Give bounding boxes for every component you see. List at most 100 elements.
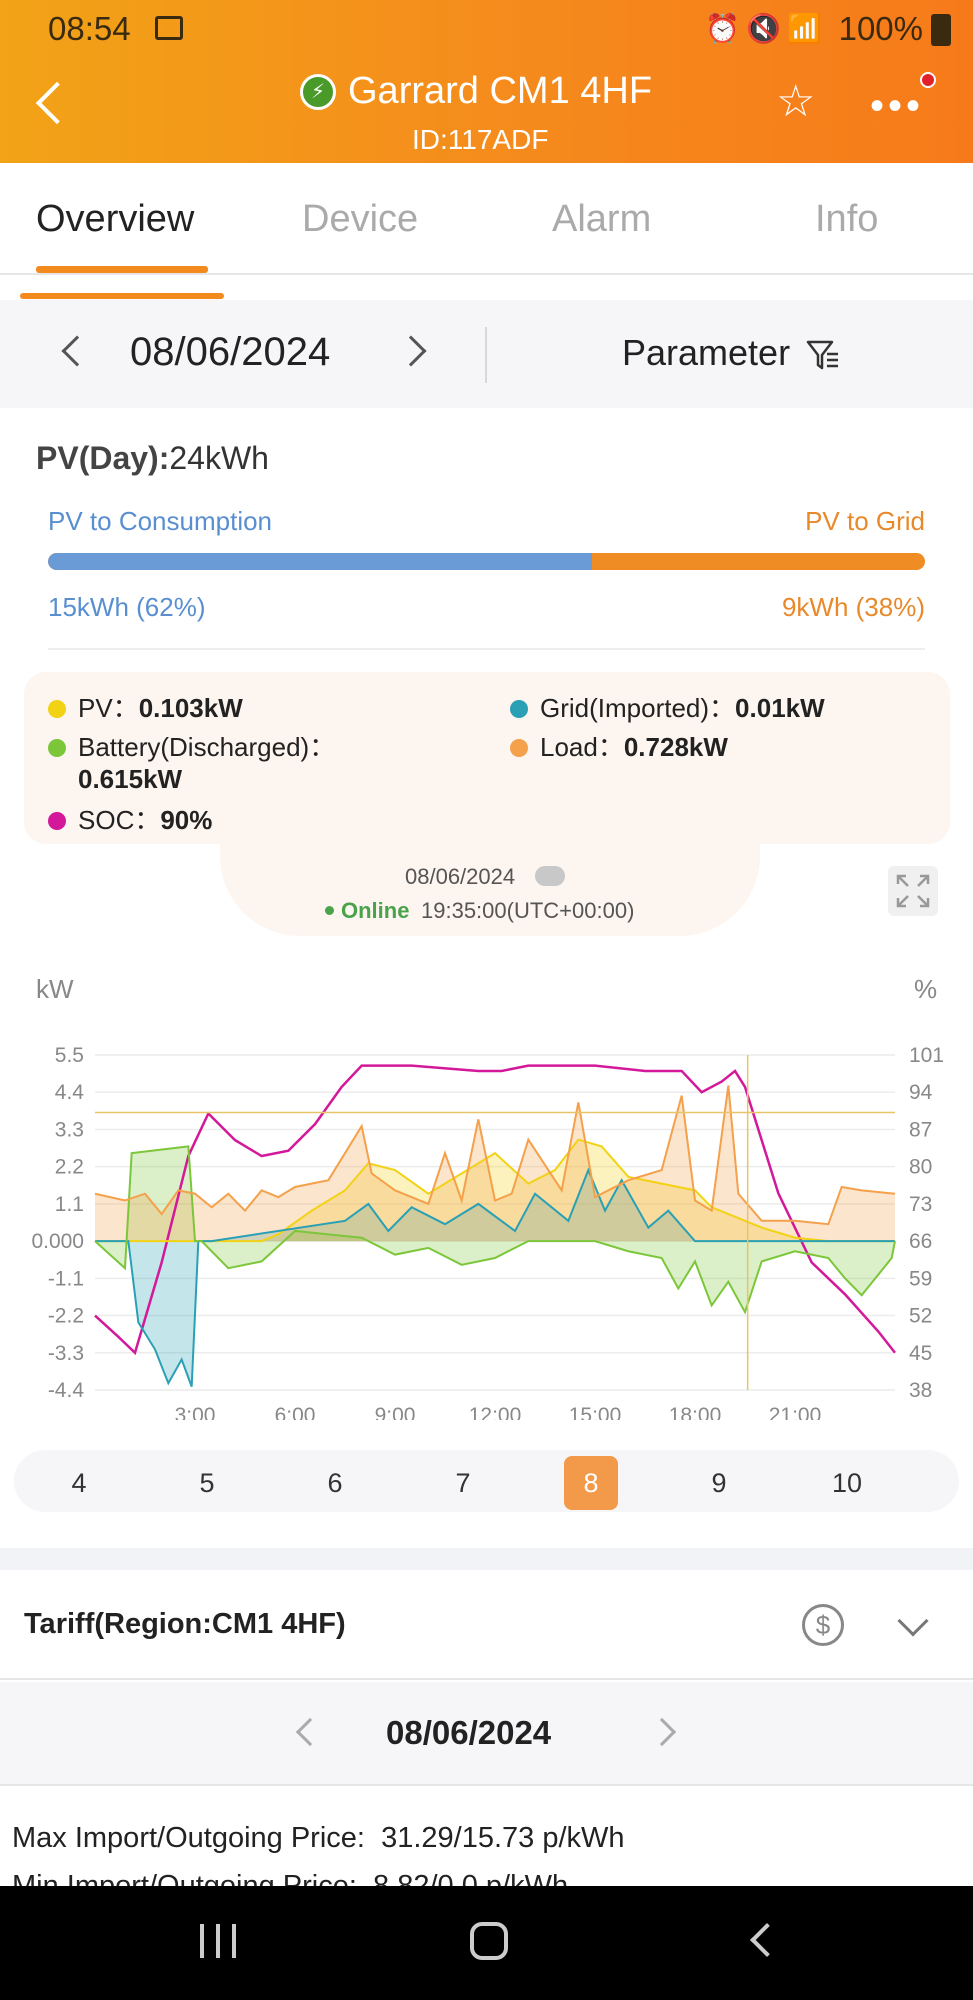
- series-line-pv: [95, 1138, 895, 1243]
- pv-day-value: 24kWh: [169, 440, 269, 476]
- y-right-tick: 38: [909, 1379, 932, 1402]
- legend-grid: Grid(Imported)：0.01kW: [510, 688, 825, 725]
- y-right-tick: 59: [909, 1267, 932, 1290]
- load-dot: [510, 739, 528, 757]
- dollar-icon[interactable]: $: [802, 1604, 844, 1646]
- x-tick: 6:00: [275, 1404, 316, 1420]
- tab-bar: Overview Device Alarm Info: [0, 163, 973, 275]
- tab-overview[interactable]: Overview: [36, 198, 195, 240]
- active-tab-indicator-shadow: [20, 293, 224, 299]
- tab-alarm[interactable]: Alarm: [552, 198, 652, 240]
- tariff-date-bar: [0, 1682, 973, 1786]
- weather-icon: [535, 866, 565, 886]
- legend-load: Load：0.728kW: [510, 727, 728, 764]
- legend-soc: SOC：90%: [48, 800, 212, 837]
- y-right-tick: 80: [909, 1156, 932, 1179]
- y-left-tick: 1.1: [55, 1193, 84, 1216]
- x-tick: 9:00: [375, 1404, 416, 1420]
- soc-dot: [48, 812, 66, 830]
- y-left-tick: 3.3: [55, 1118, 84, 1141]
- day-8[interactable]: 8: [564, 1456, 618, 1510]
- x-tick: 21:00: [769, 1404, 822, 1420]
- online-status: Online: [341, 898, 410, 923]
- tab-device[interactable]: Device: [302, 198, 419, 240]
- recent-apps-icon[interactable]: [200, 1924, 236, 1958]
- grid-dot: [510, 700, 528, 718]
- x-tick: 12:00: [469, 1404, 522, 1420]
- pv-day-label: PV(Day):: [36, 440, 170, 476]
- station-id: ID:117ADF: [412, 124, 549, 155]
- online-status-dot: [325, 906, 334, 915]
- tariff-title: Tariff(Region:CM1 4HF): [24, 1608, 346, 1640]
- y-right-tick: 66: [909, 1230, 932, 1253]
- pv-consumption-value: 15kWh (62%): [48, 592, 206, 622]
- gallery-icon: [155, 16, 183, 40]
- pv-split-consumption-fill: [48, 553, 592, 570]
- series-area-pv: [95, 1139, 895, 1242]
- station-title: ⚡ Garrard CM1 4HF: [300, 70, 652, 113]
- parameter-button[interactable]: Parameter: [622, 332, 791, 373]
- battery-dot: [48, 739, 66, 757]
- y-right-tick: 52: [909, 1305, 932, 1328]
- y-left-tick: -4.4: [48, 1379, 85, 1402]
- expand-icon[interactable]: [888, 866, 938, 916]
- legend-battery: Battery(Discharged)： 0.615kW: [48, 727, 428, 795]
- y-left-tick: 5.5: [55, 1044, 84, 1067]
- tab-info[interactable]: Info: [815, 198, 879, 240]
- pv-split-bar: [48, 553, 925, 570]
- app-header: 08:54 ⏰🔇📶 100%: [0, 0, 973, 163]
- y-right-tick: 73: [909, 1193, 932, 1216]
- system-nav-bar: [0, 1886, 973, 2000]
- day-pager: 4 5 6 7 8 9 10: [14, 1450, 959, 1512]
- notification-dot: [920, 72, 936, 88]
- legend-pv: PV：0.103kW: [48, 688, 243, 725]
- pv-dot: [48, 700, 66, 718]
- status-time: 08:54: [48, 10, 131, 47]
- y-left-tick: 0.000: [31, 1230, 84, 1253]
- y-right-tick: 45: [909, 1342, 932, 1365]
- more-icon[interactable]: •••: [870, 84, 925, 128]
- home-icon[interactable]: [470, 1922, 508, 1960]
- series-line-soc: [94, 1064, 896, 1356]
- series-area-grid-imported-: [95, 1170, 895, 1387]
- series-area-load: [95, 1085, 895, 1242]
- day-9[interactable]: 9: [711, 1468, 727, 1498]
- y-left-tick: -3.3: [48, 1342, 84, 1365]
- status-time: 19:35:00(UTC+00:00): [421, 898, 635, 923]
- status-icons: ⏰🔇📶: [705, 13, 828, 44]
- day-5[interactable]: 5: [199, 1468, 215, 1498]
- legend-card: [24, 672, 950, 844]
- y-right-unit: %: [914, 974, 937, 1004]
- day-6[interactable]: 6: [327, 1468, 343, 1498]
- x-tick: 3:00: [175, 1404, 216, 1420]
- pv-day-summary: PV(Day):24kWh: [36, 440, 269, 477]
- y-right-tick: 87: [909, 1118, 932, 1141]
- star-icon[interactable]: ☆: [776, 77, 816, 126]
- selected-date[interactable]: 08/06/2024: [130, 330, 331, 374]
- day-7[interactable]: 7: [455, 1468, 471, 1498]
- divider: [485, 327, 487, 383]
- energy-chart[interactable]: kW % 5.5 101 4.4 94 3.3 87 2.2 80 1.1 73 0.000 66 -1.1…: [0, 960, 973, 1420]
- y-left-unit: kW: [36, 974, 74, 1004]
- y-left-tick: 2.2: [55, 1156, 84, 1179]
- section-gap: [0, 1548, 973, 1570]
- y-left-tick: -1.1: [48, 1267, 84, 1290]
- y-left-tick: 4.4: [55, 1081, 85, 1104]
- pv-consumption-label: PV to Consumption: [48, 506, 273, 536]
- x-tick: 15:00: [569, 1404, 622, 1420]
- pv-grid-label: PV to Grid: [805, 506, 925, 536]
- day-4[interactable]: 4: [71, 1468, 87, 1498]
- day-10[interactable]: 10: [831, 1468, 863, 1498]
- battery-icon: [931, 14, 951, 46]
- series-line-battery: [94, 1145, 896, 1315]
- y-right-tick: 94: [909, 1081, 933, 1104]
- y-right-tick: 101: [909, 1044, 944, 1067]
- tariff-date[interactable]: 08/06/2024: [386, 1714, 552, 1751]
- y-left-tick: -2.2: [48, 1305, 84, 1328]
- series-line-load: [94, 1085, 896, 1226]
- page-title: Garrard CM1 4HF: [348, 70, 653, 112]
- series-line-grid-imported-: [95, 1167, 895, 1387]
- active-tab-indicator: [36, 266, 208, 273]
- bolt-icon: ⚡: [300, 73, 336, 110]
- filter-icon[interactable]: [806, 338, 840, 372]
